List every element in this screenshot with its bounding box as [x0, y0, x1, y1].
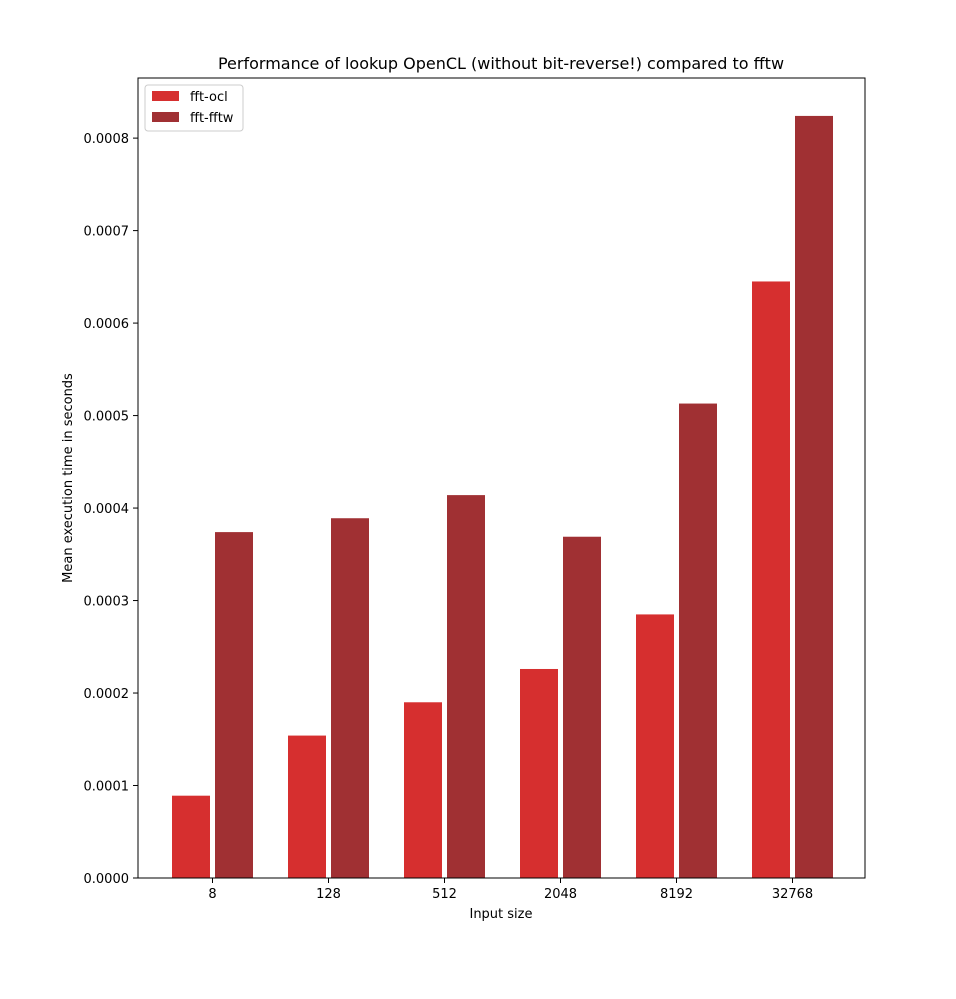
- legend-swatch-fft-fftw: [152, 112, 179, 122]
- x-tick-label: 8: [208, 887, 216, 902]
- y-axis-ticks: 0.0000 0.0001 0.0002 0.0003 0.0004 0.0005 0.00…: [84, 132, 138, 887]
- x-tick-label: 2048: [544, 887, 577, 902]
- x-tick-label: 128: [316, 887, 341, 902]
- y-tick-label: 0.0002: [84, 687, 130, 702]
- y-axis-label: Mean execution time in seconds: [61, 373, 76, 583]
- legend-swatch-fft-ocl: [152, 91, 179, 101]
- bar-fft-ocl-512: [404, 702, 442, 878]
- legend-label-fft-ocl: fft-ocl: [190, 90, 228, 105]
- y-tick-label: 0.0004: [84, 502, 130, 517]
- x-tick-label: 32768: [772, 887, 813, 902]
- legend-label-fft-fftw: fft-fftw: [190, 111, 234, 126]
- bar-fft-ocl-32768: [752, 281, 790, 878]
- bar-fft-fftw-2048: [563, 536, 601, 878]
- plot-area-frame: [137, 77, 866, 879]
- bar-fft-ocl-8192: [636, 614, 674, 878]
- bar-fft-fftw-8: [215, 532, 253, 878]
- x-tick-label: 512: [432, 887, 457, 902]
- y-tick-label: 0.0000: [84, 872, 130, 887]
- bar-fft-ocl-2048: [520, 668, 558, 878]
- bar-fft-fftw-512: [447, 495, 485, 878]
- bars: [172, 115, 833, 879]
- bar-fft-fftw-8192: [679, 403, 717, 878]
- bar-fft-ocl-8: [172, 795, 210, 878]
- y-tick-label: 0.0006: [84, 317, 130, 332]
- y-tick-label: 0.0001: [84, 780, 130, 795]
- legend: fft-ocl fft-fftw: [144, 84, 244, 132]
- chart-title: Performance of lookup OpenCL (without bi…: [218, 54, 784, 73]
- x-axis-ticks: 8 128 512 2048 8192 32768: [208, 878, 813, 902]
- bar-fft-ocl-128: [288, 735, 326, 878]
- y-tick-label: 0.0007: [84, 225, 130, 240]
- x-axis-label: Input size: [469, 907, 532, 922]
- bar-fft-fftw-128: [331, 518, 369, 878]
- y-tick-label: 0.0003: [84, 595, 130, 610]
- bar-fft-fftw-32768: [795, 115, 833, 879]
- y-tick-label: 0.0005: [84, 410, 130, 425]
- y-tick-label: 0.0008: [84, 132, 130, 147]
- x-tick-label: 8192: [660, 887, 693, 902]
